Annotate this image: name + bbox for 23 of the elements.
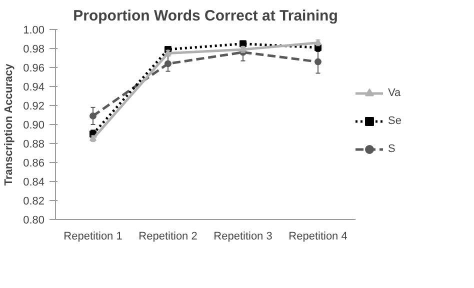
legend-label: S — [388, 143, 396, 155]
y-tick-label: 0.94 — [23, 82, 45, 94]
x-tick-label: Repetition 1 — [64, 230, 122, 242]
y-tick-label: 0.88 — [23, 138, 45, 150]
y-tick-label: 1.00 — [23, 24, 45, 36]
point — [314, 58, 322, 66]
y-tick-label: 0.92 — [23, 100, 45, 112]
x-tick-label: Repetition 2 — [138, 230, 198, 242]
x-tick-label: Repetition 3 — [214, 230, 272, 242]
chart-title: Proportion Words Correct at Training — [73, 8, 338, 24]
legend-label: Se — [388, 115, 402, 127]
point — [164, 60, 172, 68]
legend-label: Va — [388, 87, 402, 99]
y-tick-label: 0.98 — [23, 44, 45, 56]
y-axis-title: Transcription Accuracy — [3, 62, 16, 186]
y-tick-label: 0.96 — [23, 62, 45, 74]
y-tick-label: 0.84 — [23, 176, 45, 188]
y-tick-label: 0.80 — [23, 214, 45, 226]
y-tick-label: 0.82 — [23, 196, 45, 208]
y-tick-label: 0.86 — [23, 158, 45, 170]
y-tick-label: 0.90 — [23, 120, 45, 132]
x-tick-label: Repetition 4 — [288, 230, 348, 242]
point — [90, 112, 96, 120]
